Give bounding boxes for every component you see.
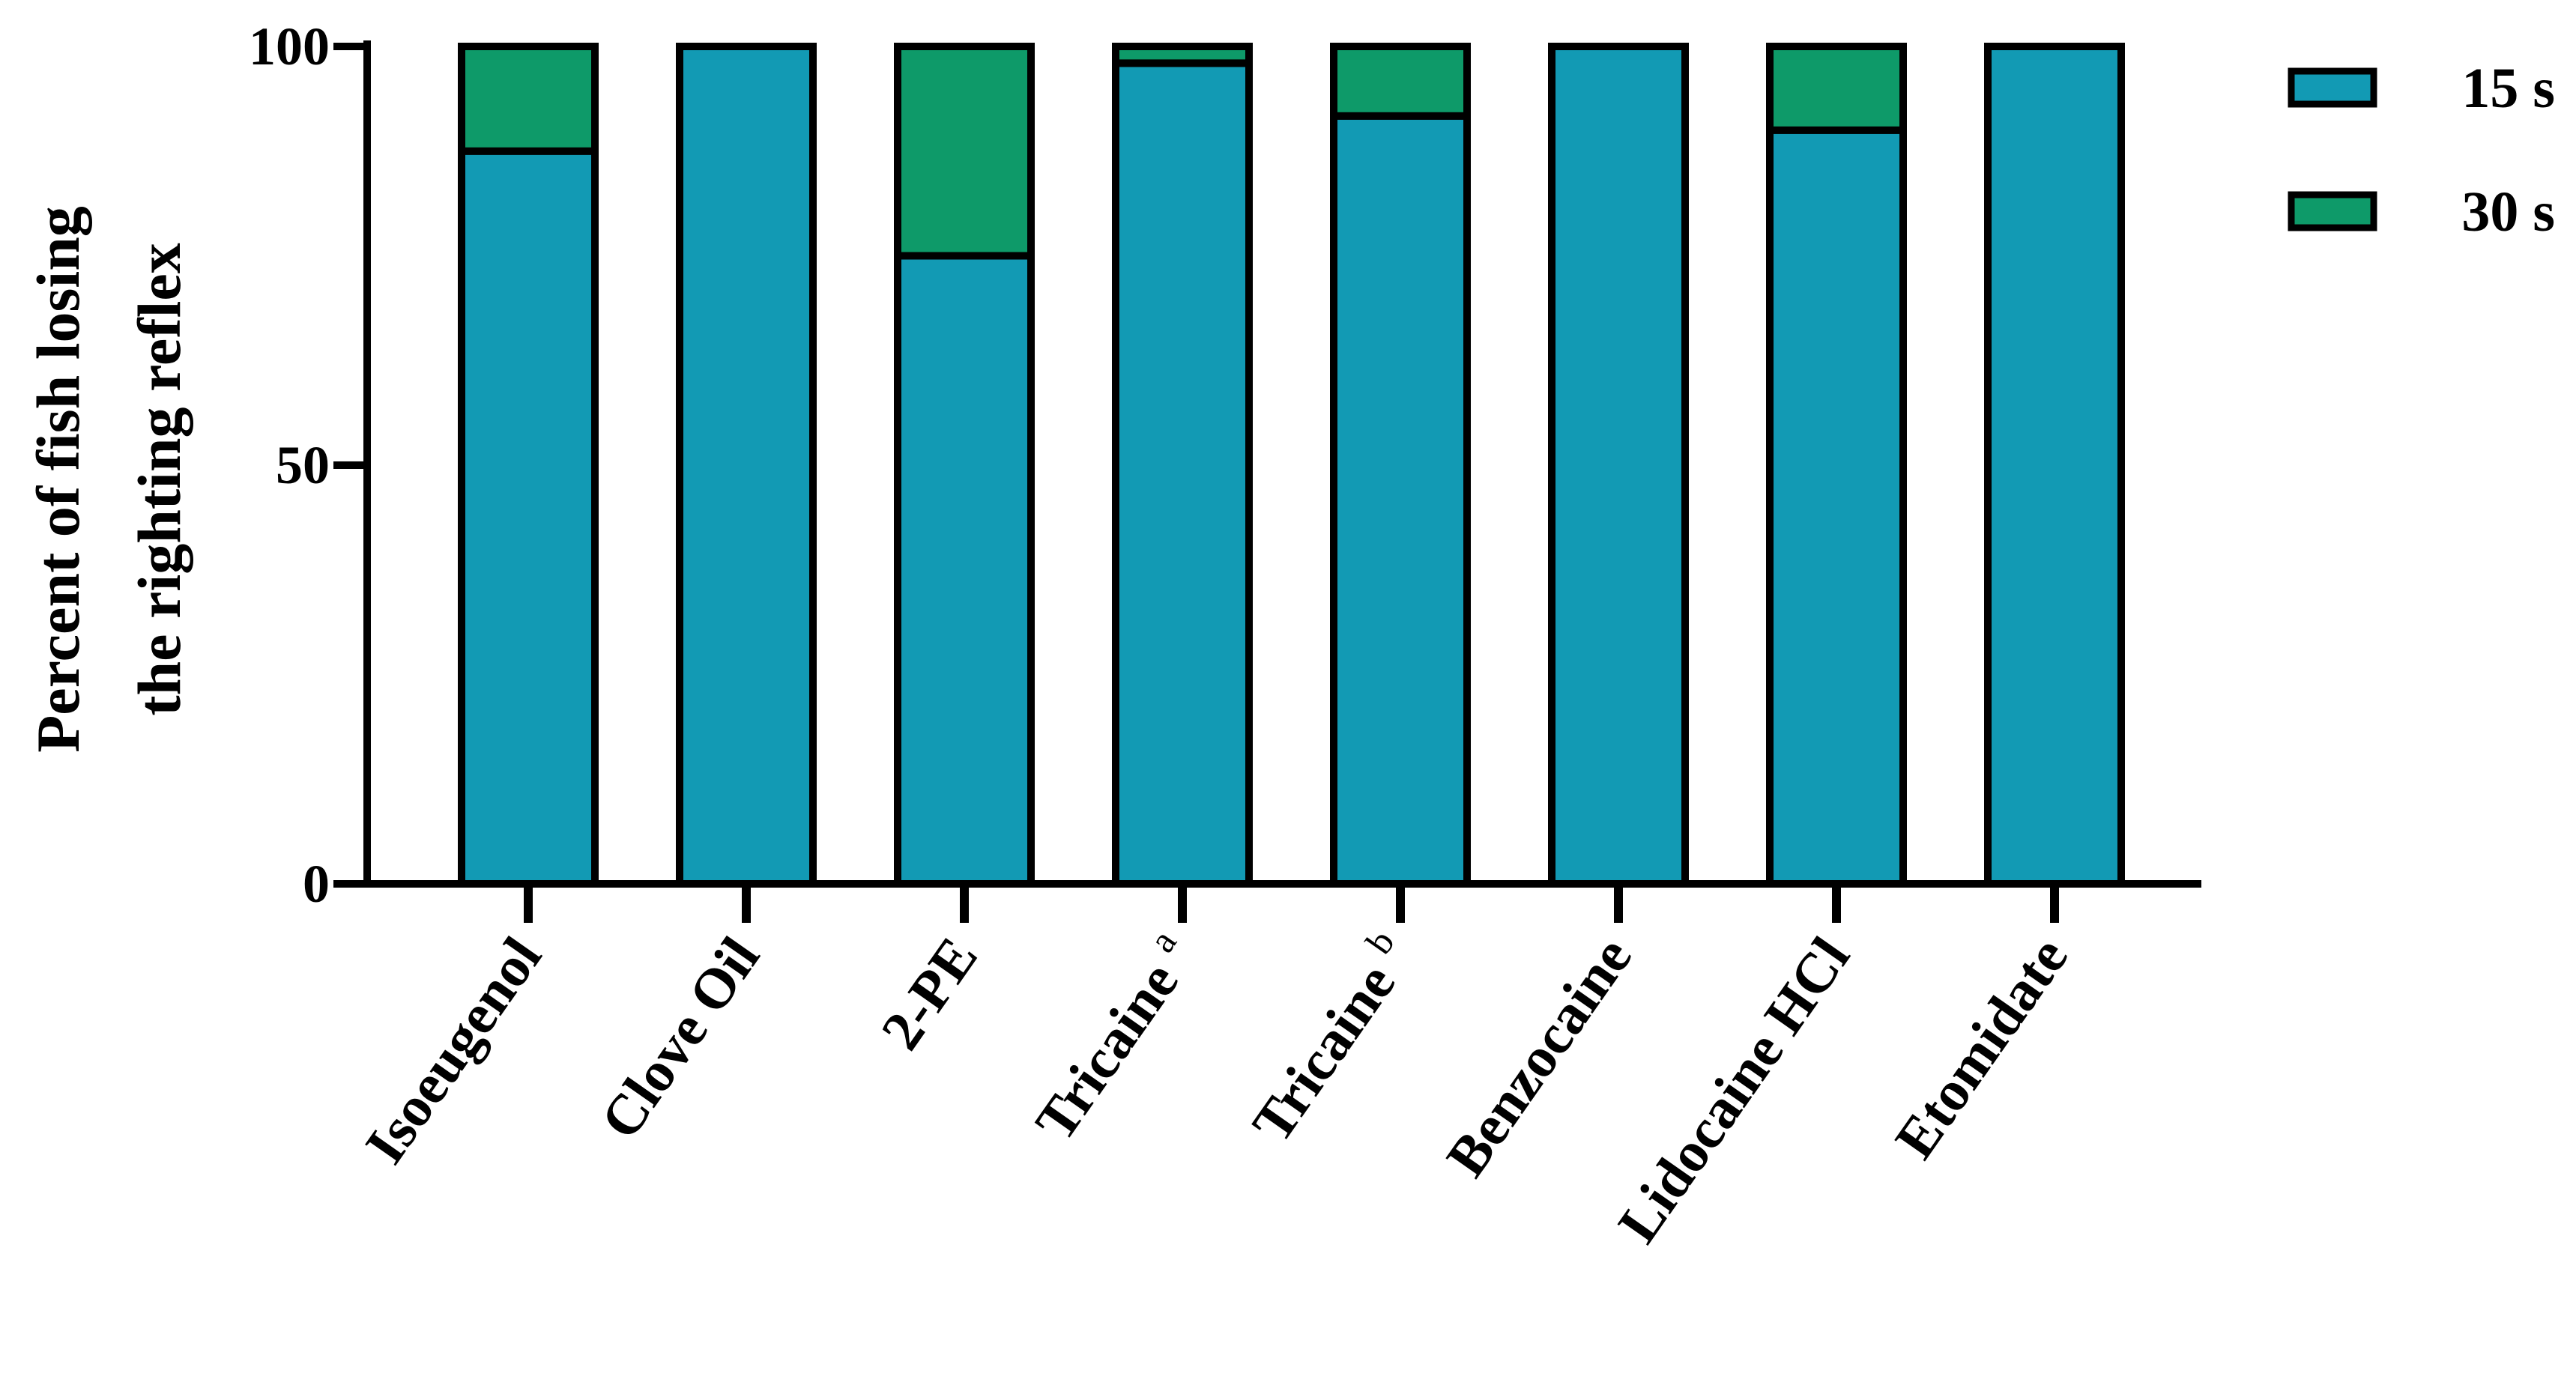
- y-tick-label-50: 50: [276, 435, 330, 495]
- x-tick-label-6: Benzocaine: [1434, 927, 1643, 1188]
- bars: [458, 43, 2125, 888]
- legend: 15 s 30 s: [2288, 57, 2555, 243]
- x-tick-label-2: Clove Oil: [589, 927, 772, 1151]
- bar-segment-15s-3: [894, 252, 1035, 888]
- bar-segment-15s-6: [1548, 43, 1689, 888]
- bar-segment-30s-5: [1330, 43, 1471, 120]
- y-tick-label-0: 0: [303, 854, 330, 914]
- bar-segment-15s-8: [1984, 43, 2125, 888]
- bar-segment-15s-4: [1112, 59, 1253, 888]
- legend-swatch-30s: [2288, 191, 2377, 231]
- bar-segment-15s-2: [676, 43, 817, 888]
- bar-segment-15s-5: [1330, 112, 1471, 888]
- x-tick-label-1: Isoeugenol: [353, 927, 553, 1175]
- axes: 0 50 100: [249, 16, 2201, 923]
- bar-segment-30s-7: [1766, 43, 1907, 134]
- x-tick-label-5: Tricaineb: [1234, 922, 1426, 1154]
- x-tick-labels: Isoeugenol Clove Oil 2-PE TricaineaTricaine…: [353, 922, 2079, 1254]
- legend-label-30s: 30 s: [2461, 181, 2555, 243]
- x-tick-label-7: Lidocaine HCl: [1606, 927, 1862, 1254]
- bar-segment-30s-1: [458, 43, 599, 155]
- x-tick-label-3: 2-PE: [869, 927, 990, 1061]
- x-tick-label-4: Tricainea: [1018, 922, 1208, 1152]
- x-tick-label-8: Etomidate: [1883, 927, 2080, 1170]
- y-axis-label-line-1: Percent of fish losing: [24, 206, 92, 753]
- legend-swatch-15s: [2288, 67, 2377, 108]
- y-axis-label-line-2: the righting reflex: [125, 243, 193, 716]
- y-tick-label-100: 100: [249, 16, 330, 76]
- bar-segment-15s-7: [1766, 126, 1907, 888]
- legend-label-15s: 15 s: [2461, 57, 2555, 120]
- y-axis-label: Percent of fish losing the righting refl…: [24, 206, 193, 753]
- bar-segment-30s-4: [1112, 43, 1253, 67]
- bar-segment-30s-3: [894, 43, 1035, 260]
- bar-segment-15s-1: [458, 147, 599, 888]
